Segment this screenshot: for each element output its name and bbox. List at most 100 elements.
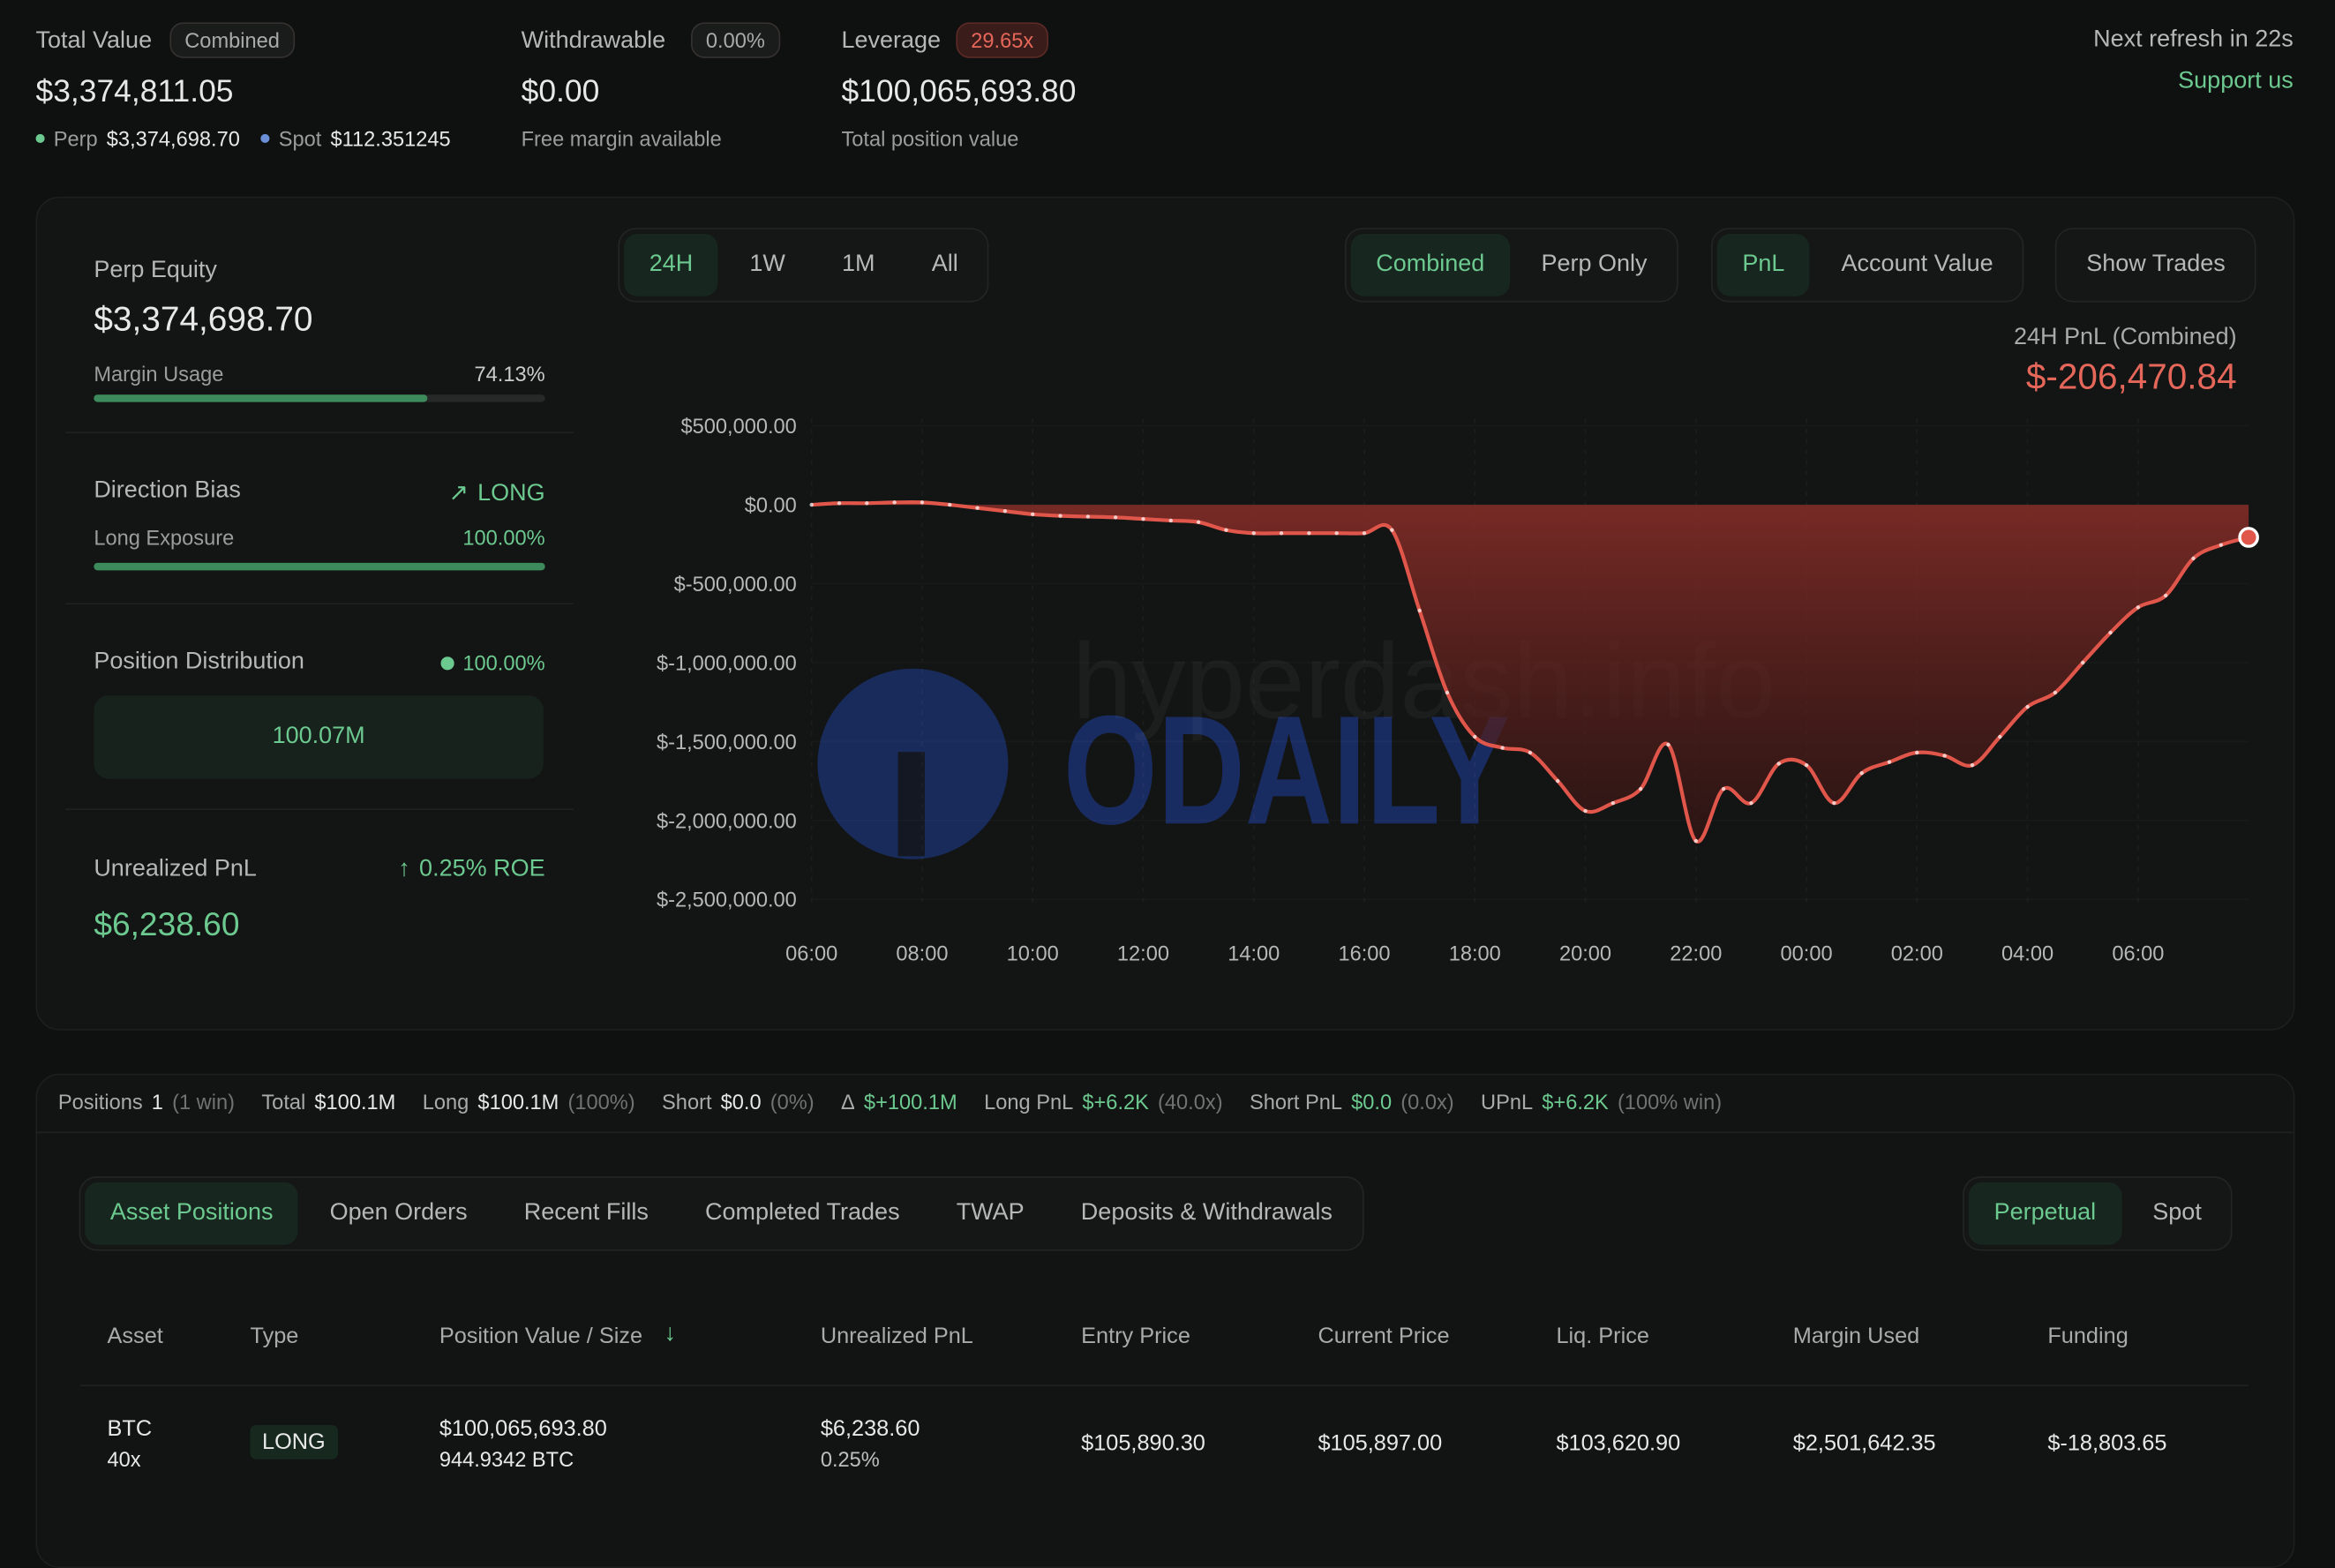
note: (0%) xyxy=(770,1090,815,1114)
button[interactable]: Recent Fills xyxy=(523,1200,649,1226)
label: Δ xyxy=(841,1090,855,1114)
metric-group: PnL Account Value xyxy=(1710,228,2025,303)
button[interactable]: Account Value xyxy=(1841,251,1993,277)
summary-item: Positions 1 (1 win) xyxy=(58,1090,235,1114)
badge: Combined xyxy=(169,22,295,58)
distribution-bar: 100.07M xyxy=(94,695,544,779)
value: $100.1M xyxy=(314,1090,396,1114)
button[interactable]: Completed Trades xyxy=(704,1200,900,1226)
button[interactable]: PnL xyxy=(1716,233,1811,296)
cell: BTC xyxy=(107,1415,153,1442)
support-link[interactable]: Support us xyxy=(2178,68,2294,94)
button[interactable]: Spot xyxy=(2152,1200,2202,1226)
cell: $6,238.60 xyxy=(820,1415,920,1442)
chart-subtitle: $-206,470.84 xyxy=(2025,357,2237,398)
column-header: Current Price xyxy=(1318,1324,1450,1349)
label: Long Exposure xyxy=(94,525,235,550)
badge: 0.00% xyxy=(691,22,780,58)
label: Position Distribution xyxy=(94,649,304,675)
button[interactable]: Asset Positions xyxy=(85,1182,299,1245)
label: Margin Usage xyxy=(94,362,224,386)
cell: $105,897.00 xyxy=(1318,1430,1443,1457)
progress xyxy=(94,394,545,402)
summary-item: Δ $+100.1M xyxy=(841,1090,957,1114)
column-header: Type xyxy=(250,1324,299,1349)
label: Perp Equity xyxy=(94,257,217,283)
button[interactable]: All xyxy=(931,251,958,277)
summary: Positions 1 (1 win) Total $100.1M Long $100.1M… xyxy=(58,1090,1722,1114)
button[interactable]: 1W xyxy=(749,251,785,277)
button[interactable]: Deposits & Withdrawals xyxy=(1080,1200,1333,1226)
button[interactable]: Perpetual xyxy=(1968,1182,2121,1245)
label: Long PnL xyxy=(984,1090,1074,1114)
button[interactable]: TWAP xyxy=(956,1200,1025,1226)
type-badge: LONG xyxy=(250,1424,338,1459)
breakdown: Perp $3,374,698.70 Spot $112.351245 xyxy=(35,126,451,151)
label: Unrealized PnL xyxy=(94,856,257,882)
app: Total Value Combined $3,374,811.05 Perp $… xyxy=(35,22,2295,1568)
value: $3,374,811.05 xyxy=(35,74,234,109)
show-trades[interactable]: Show Trades xyxy=(2086,251,2226,277)
summary-item: Short $0.0 (0%) xyxy=(662,1090,815,1114)
button[interactable]: Perp Only xyxy=(1541,251,1648,277)
summary-item: UPnL $+6.2K (100% win) xyxy=(1481,1090,1722,1114)
note: (0.0x) xyxy=(1400,1090,1454,1114)
value: $+6.2K xyxy=(1082,1090,1149,1114)
badge: 29.65x xyxy=(956,22,1049,58)
note: (1 win) xyxy=(172,1090,235,1114)
divider xyxy=(65,808,574,810)
button[interactable]: 1M xyxy=(842,251,875,277)
value: 100.00% xyxy=(462,525,545,550)
progress xyxy=(94,562,545,571)
value: $0.0 xyxy=(720,1090,762,1114)
button[interactable]: Combined xyxy=(1350,233,1511,296)
cell: 944.9342 BTC xyxy=(439,1447,574,1472)
label: Spot xyxy=(278,126,322,151)
positions-panel xyxy=(35,1073,2295,1568)
mode-group: Combined Perp Only xyxy=(1344,228,1678,303)
value: $0.00 xyxy=(521,74,600,109)
trades-group: Show Trades xyxy=(2054,228,2257,303)
label: Long xyxy=(422,1090,469,1114)
divider xyxy=(65,603,574,605)
note: Total position value xyxy=(841,126,1019,151)
note: (100%) xyxy=(567,1090,635,1114)
column-header: Funding xyxy=(2047,1324,2129,1349)
value: 100.00% xyxy=(440,650,545,674)
value: $+100.1M xyxy=(863,1090,957,1114)
column-header: Liq. Price xyxy=(1556,1324,1649,1349)
pct: 100.00% xyxy=(462,650,545,675)
value: $+6.2K xyxy=(1542,1090,1609,1114)
note: (40.0x) xyxy=(1158,1090,1223,1114)
cell: $2,501,642.35 xyxy=(1792,1430,1936,1457)
note: Free margin available xyxy=(521,126,722,151)
bias: LONG xyxy=(477,481,545,506)
sort-icon[interactable]: ↓ xyxy=(664,1320,677,1347)
value: $3,374,698.70 xyxy=(94,299,313,339)
divider xyxy=(65,431,574,434)
cell: $105,890.30 xyxy=(1081,1430,1205,1457)
value: $100.1M xyxy=(477,1090,559,1114)
chart-panel xyxy=(35,196,2295,1031)
label: Direction Bias xyxy=(94,477,241,504)
label: Positions xyxy=(57,1090,143,1114)
divider xyxy=(80,1384,2249,1387)
button[interactable]: Open Orders xyxy=(329,1200,468,1226)
summary-item: Long PnL $+6.2K (40.0x) xyxy=(984,1090,1223,1114)
button[interactable]: 24H xyxy=(624,233,718,296)
roe-value: 0.25% ROE xyxy=(419,856,545,882)
label: Leverage xyxy=(841,28,942,54)
label: Total xyxy=(261,1090,306,1114)
cell: 0.25% xyxy=(820,1447,880,1472)
roe: ↑ 0.25% ROE xyxy=(398,856,545,882)
chart-title: 24H PnL (Combined) xyxy=(2014,324,2237,350)
column-header: Unrealized PnL xyxy=(820,1324,973,1349)
label: Perp xyxy=(53,126,98,151)
value: ↗ LONG xyxy=(448,481,545,506)
value: $3,374,698.70 xyxy=(106,126,240,151)
cell: 40x xyxy=(107,1447,141,1472)
tab-group: Asset Positions Open Orders Recent Fills Co… xyxy=(79,1176,1364,1251)
label: Short xyxy=(662,1090,712,1114)
divider xyxy=(35,1131,2294,1134)
label: Short PnL xyxy=(1249,1090,1343,1114)
